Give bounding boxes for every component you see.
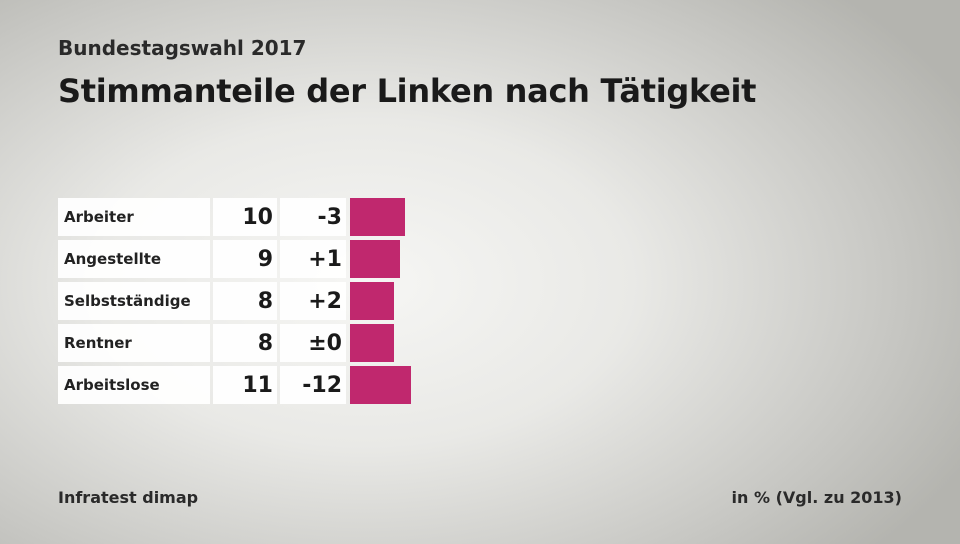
value-label: 11 (213, 366, 277, 404)
category-label: Angestellte (58, 240, 210, 278)
value-label: 8 (213, 324, 277, 362)
value-label: 10 (213, 198, 277, 236)
source-label: Infratest dimap (58, 488, 199, 507)
change-label: +2 (280, 282, 346, 320)
chart-title: Stimmanteile der Linken nach Tätigkeit (58, 72, 757, 110)
change-label: -3 (280, 198, 346, 236)
value-label: 8 (213, 282, 277, 320)
table-row: Rentner 8 ±0 (58, 324, 478, 362)
bar (350, 240, 400, 278)
category-label: Arbeiter (58, 198, 210, 236)
table-row: Arbeiter 10 -3 (58, 198, 478, 236)
change-label: ±0 (280, 324, 346, 362)
supertitle: Bundestagswahl 2017 (58, 36, 307, 60)
table-row: Arbeitslose 11 -12 (58, 366, 478, 404)
bar (350, 198, 405, 236)
category-label: Selbstständige (58, 282, 210, 320)
table-row: Angestellte 9 +1 (58, 240, 478, 278)
bar (350, 282, 394, 320)
bar (350, 366, 411, 404)
change-label: -12 (280, 366, 346, 404)
unit-note: in % (Vgl. zu 2013) (731, 488, 902, 507)
category-label: Rentner (58, 324, 210, 362)
bar (350, 324, 394, 362)
change-label: +1 (280, 240, 346, 278)
value-label: 9 (213, 240, 277, 278)
category-label: Arbeitslose (58, 366, 210, 404)
table-row: Selbstständige 8 +2 (58, 282, 478, 320)
